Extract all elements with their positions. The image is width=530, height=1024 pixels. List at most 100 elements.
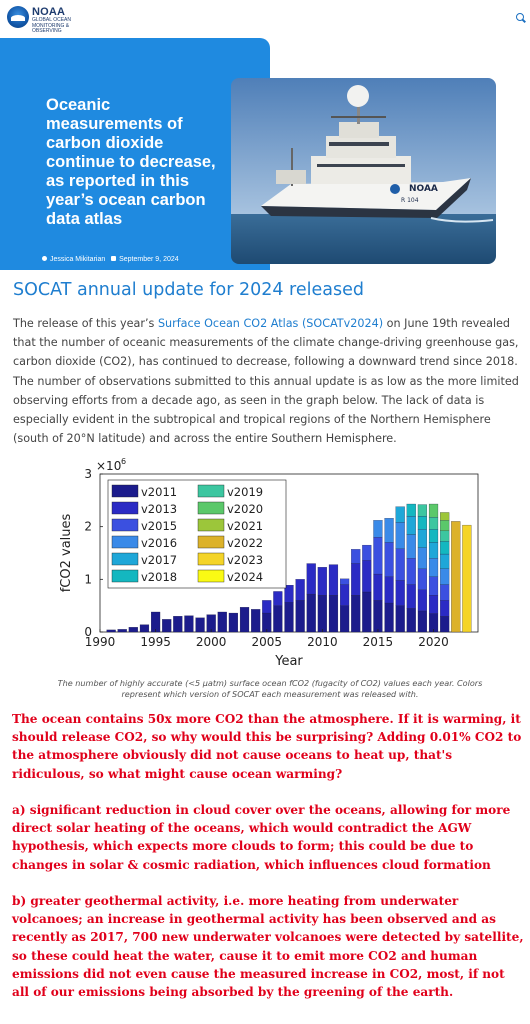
x-tick-label: 1995 bbox=[140, 635, 171, 649]
hero-photo: NOAA R 104 bbox=[231, 78, 496, 264]
legend-swatch bbox=[111, 484, 139, 498]
bar-segment bbox=[251, 609, 261, 633]
y-tick-label: 1 bbox=[84, 572, 92, 586]
legend-label: v2022 bbox=[227, 536, 263, 550]
commentary-paragraph: The ocean contains 50x more CO2 than the… bbox=[12, 712, 522, 781]
bar-segment bbox=[328, 564, 339, 596]
bar-segment bbox=[428, 503, 439, 518]
bar-segment bbox=[428, 595, 439, 614]
bar-segment bbox=[417, 568, 427, 590]
ship-hull-number: R 104 bbox=[401, 197, 419, 204]
bar-segment bbox=[395, 522, 405, 549]
body-intro: The release of this year’s bbox=[13, 317, 158, 330]
bar-segment bbox=[440, 553, 450, 569]
bar-segment bbox=[417, 547, 427, 569]
bar-segment bbox=[362, 544, 372, 561]
calendar-icon bbox=[111, 256, 117, 261]
ship-label: NOAA bbox=[409, 184, 438, 194]
bar-segment bbox=[128, 627, 138, 633]
bar-segment bbox=[440, 584, 450, 601]
bar-segment bbox=[117, 629, 127, 633]
bar-segment bbox=[440, 530, 450, 542]
bar-segment bbox=[328, 595, 339, 633]
legend-label: v2021 bbox=[227, 519, 263, 533]
legend-swatch bbox=[111, 535, 139, 549]
bar-segment bbox=[351, 549, 361, 564]
bar-segment bbox=[406, 534, 416, 559]
bar-segment bbox=[440, 512, 450, 521]
bar-segment bbox=[395, 605, 405, 633]
category-links[interactable]: Climate Monitoring, News, Ocean Climate … bbox=[42, 271, 180, 289]
bar-segment bbox=[406, 558, 416, 585]
x-tick-label: 2000 bbox=[196, 635, 227, 649]
bar-segment bbox=[428, 558, 439, 577]
bar-segment bbox=[395, 548, 405, 581]
socat-link[interactable]: Surface Ocean CO2 Atlas (SOCATv2024) bbox=[157, 317, 384, 330]
bar-segment bbox=[162, 619, 172, 633]
bar-segment bbox=[417, 516, 427, 530]
bar-segment bbox=[373, 573, 383, 601]
bar-segment bbox=[340, 605, 350, 633]
bar-segment bbox=[440, 616, 450, 633]
bar-segment bbox=[362, 560, 372, 593]
search-icon[interactable] bbox=[516, 13, 524, 21]
legend-swatch bbox=[197, 569, 225, 583]
x-tick-label: 2015 bbox=[363, 635, 394, 649]
legend-label: v2020 bbox=[227, 502, 263, 516]
legend-label: v2016 bbox=[141, 536, 177, 550]
hero-meta: Jessica Mikitarian September 9, 2024 bbox=[42, 256, 179, 263]
bar-segment bbox=[273, 591, 283, 606]
bar-segment bbox=[273, 605, 283, 633]
logo-text[interactable]: NOAA bbox=[32, 6, 66, 18]
noaa-logo-icon[interactable] bbox=[7, 6, 29, 28]
legend-swatch bbox=[111, 518, 139, 532]
y-multiplier-exponent: 6 bbox=[121, 457, 126, 466]
bar-segment bbox=[262, 600, 272, 614]
bar-segment bbox=[428, 576, 439, 596]
y-tick-label: 3 bbox=[84, 467, 92, 481]
logo-subtitle: GLOBAL OCEAN MONITORING & OBSERVING bbox=[32, 17, 71, 34]
y-multiplier-label: ×10 bbox=[96, 459, 121, 473]
bar-segment bbox=[428, 529, 439, 543]
bar-segment bbox=[317, 595, 327, 633]
red-commentary: The ocean contains 50x more CO2 than the… bbox=[12, 710, 524, 1019]
fco2-stacked-bar-chart: 1990 1995 2000 2005 2010 2015 2020 0 1 2 3 ×10 6 Year… bbox=[60, 457, 479, 669]
bar-segment bbox=[295, 579, 305, 601]
body-text: on June 19th revealed that the number of… bbox=[13, 317, 519, 446]
bar-segment bbox=[195, 617, 205, 633]
bar-segment bbox=[340, 578, 350, 585]
legend-label: v2023 bbox=[227, 553, 263, 567]
bar-segment bbox=[384, 576, 394, 604]
bar-segment bbox=[395, 580, 405, 606]
bar-segment bbox=[417, 610, 427, 633]
legend-swatch bbox=[197, 535, 225, 549]
legend-swatch bbox=[197, 552, 225, 566]
bar-segment bbox=[440, 600, 450, 617]
legend-label: v2015 bbox=[141, 519, 177, 533]
bar-segment bbox=[184, 615, 194, 633]
chart-caption: The number of highly accurate (<5 μatm) … bbox=[57, 678, 483, 699]
top-bar: NOAA GLOBAL OCEAN MONITORING & OBSERVING bbox=[0, 0, 530, 36]
bar-segment bbox=[406, 503, 416, 517]
article-body: The release of this year’s Surface Ocean… bbox=[13, 314, 523, 448]
bar-segment bbox=[384, 518, 394, 543]
author-name[interactable]: Jessica Mikitarian bbox=[50, 256, 106, 263]
bar-segment bbox=[217, 611, 227, 633]
ship-illustration: NOAA R 104 bbox=[231, 78, 496, 264]
author-icon bbox=[42, 256, 47, 261]
bar-segment bbox=[151, 611, 161, 633]
bar-segment bbox=[106, 629, 116, 633]
bar-segment bbox=[428, 517, 439, 530]
legend-label: v2013 bbox=[141, 502, 177, 516]
legend-swatch bbox=[111, 501, 139, 515]
bar-segment bbox=[173, 616, 183, 633]
bar-segment bbox=[440, 541, 450, 555]
bar-segment bbox=[417, 529, 427, 548]
bar-segment bbox=[406, 584, 416, 609]
y-tick-label: 0 bbox=[84, 625, 92, 639]
post-date: September 9, 2024 bbox=[119, 256, 179, 263]
bar-segment bbox=[351, 595, 361, 633]
x-tick-label: 2020 bbox=[418, 635, 449, 649]
bar-segment bbox=[317, 567, 327, 596]
bar-segment bbox=[440, 568, 450, 585]
